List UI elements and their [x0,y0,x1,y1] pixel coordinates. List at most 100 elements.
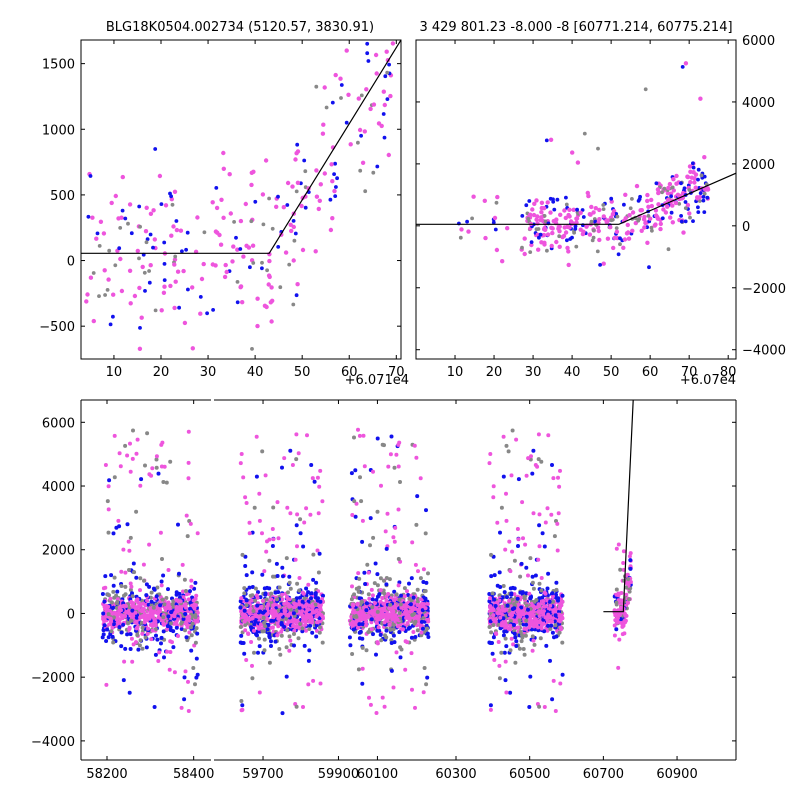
data-point [510,585,515,590]
data-point [90,215,95,220]
data-point [123,604,128,608]
data-point [149,637,154,642]
data-point [360,600,364,604]
data-point [384,635,389,640]
data-point [184,589,188,593]
data-point [601,261,606,266]
data-point [109,573,114,578]
data-point [123,646,128,651]
data-point [284,556,289,561]
data-point [520,245,524,250]
data-point [223,262,228,268]
data-point [488,604,493,609]
data-point [100,592,105,596]
data-point [316,570,321,575]
data-point [398,655,403,660]
data-point [280,597,285,602]
data-point [655,187,661,192]
data-point [181,617,186,621]
data-point [169,610,174,615]
data-point [153,147,158,151]
data-point [179,627,184,631]
data-point [384,582,389,587]
y-tick-label: 0 [67,607,75,622]
data-point [515,596,520,601]
data-point [627,213,632,218]
data-point [636,199,641,203]
data-point [117,625,122,630]
data-point [119,630,124,635]
data-point [242,591,247,596]
data-point [639,228,644,233]
data-point [646,214,651,218]
data-point [598,263,602,267]
data-point [661,207,666,212]
data-point [350,652,355,656]
data-point [311,577,316,582]
data-point [374,598,379,602]
data-point [238,218,244,224]
data-point [415,614,419,619]
data-point [128,441,132,446]
data-point [134,575,139,580]
data-point [382,443,386,448]
data-point [182,320,188,326]
data-point [247,531,252,536]
data-point [117,451,122,456]
data-point [257,518,262,523]
data-point [100,635,105,640]
data-point [616,591,621,596]
data-point [564,202,569,207]
data-point [297,605,302,610]
data-point [519,561,524,566]
data-point [118,226,123,230]
data-point [118,256,123,262]
data-point [563,230,569,235]
data-point [613,613,618,618]
data-point [178,228,184,233]
data-point [261,610,266,615]
data-point [140,646,145,651]
data-point [102,268,107,273]
data-point [318,681,323,686]
data-point [554,634,559,639]
data-point [514,437,519,442]
data-point [509,591,514,596]
data-point [414,455,419,460]
data-point [482,198,487,203]
data-point [250,347,254,351]
data-point [549,512,554,517]
data-point [683,206,688,211]
data-point [646,204,651,209]
data-point [114,593,119,598]
data-point [544,598,549,603]
data-point [224,269,229,275]
data-point [702,191,707,196]
data-point [376,625,381,630]
data-point [693,185,698,190]
data-point [665,191,671,196]
data-point [387,62,391,67]
data-point [282,624,287,629]
data-point [106,484,111,489]
data-point [255,595,260,600]
data-point [311,552,316,557]
y-tick-label: 0 [67,255,75,270]
data-point [663,210,669,215]
data-point [649,225,654,230]
data-point [123,584,128,589]
axes-frame [415,39,737,360]
data-point [185,230,190,235]
data-point [163,607,168,612]
data-point [166,568,171,572]
data-point [490,591,495,596]
data-point [248,265,252,270]
data-point [601,203,606,207]
data-point [535,221,540,226]
data-point [552,534,557,539]
data-point [366,570,371,575]
data-point [614,627,619,632]
data-point [312,479,317,484]
data-point [119,613,124,618]
